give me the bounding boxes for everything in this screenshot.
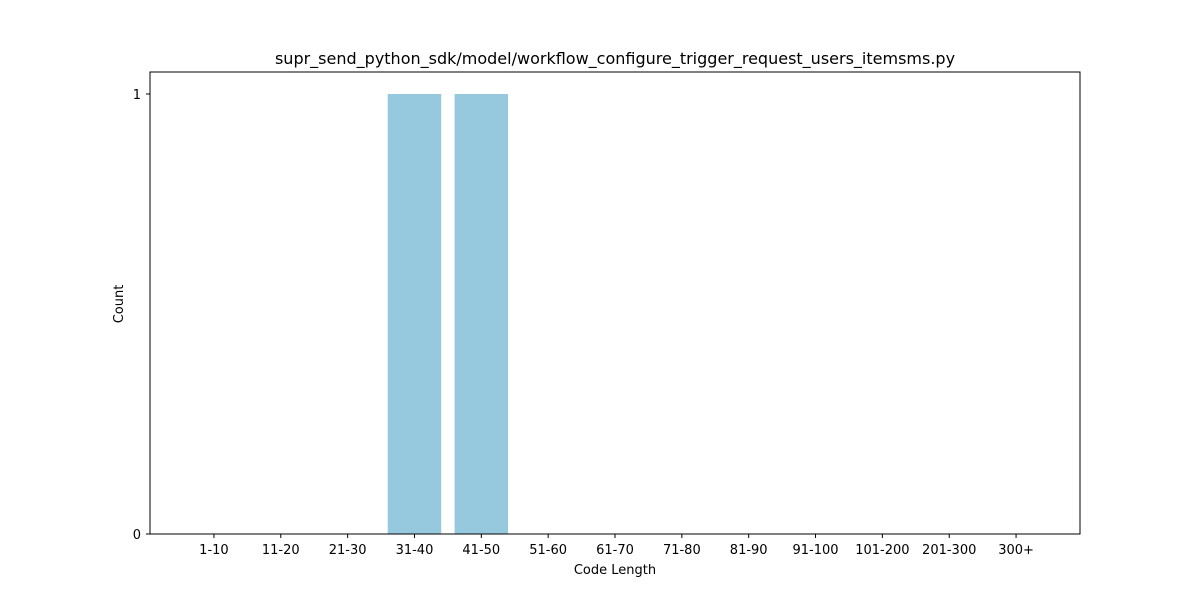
x-tick-label: 61-70 xyxy=(596,543,634,558)
y-axis-label: Count xyxy=(112,285,127,324)
bars-layer xyxy=(387,94,509,534)
x-tick-label: 1-10 xyxy=(199,543,229,558)
x-tick-label: 51-60 xyxy=(529,543,567,558)
x-tick-label: 81-90 xyxy=(730,543,768,558)
chart-title: supr_send_python_sdk/model/workflow_conf… xyxy=(275,49,955,69)
x-tick-label: 11-20 xyxy=(262,543,300,558)
y-tick-label: 1 xyxy=(133,88,141,103)
bar-41-50 xyxy=(454,94,509,534)
x-tick-label: 31-40 xyxy=(396,543,434,558)
x-tick-label: 101-200 xyxy=(855,543,909,558)
x-tick-label: 41-50 xyxy=(462,543,500,558)
x-axis-label: Code Length xyxy=(574,563,656,578)
x-tick-label: 91-100 xyxy=(793,543,839,558)
axes-layer: 1-10 11-20 21-30 31-40 41-50 51-60 61-70 71-80 8… xyxy=(133,88,1034,558)
bar-31-40 xyxy=(387,94,442,534)
plot-frame xyxy=(149,71,1081,535)
x-tick-label: 21-30 xyxy=(329,543,367,558)
x-tick-label: 201-300 xyxy=(922,543,976,558)
x-tick-label: 71-80 xyxy=(663,543,701,558)
y-tick-label: 0 xyxy=(133,528,141,543)
x-tick-label: 300+ xyxy=(998,543,1034,558)
